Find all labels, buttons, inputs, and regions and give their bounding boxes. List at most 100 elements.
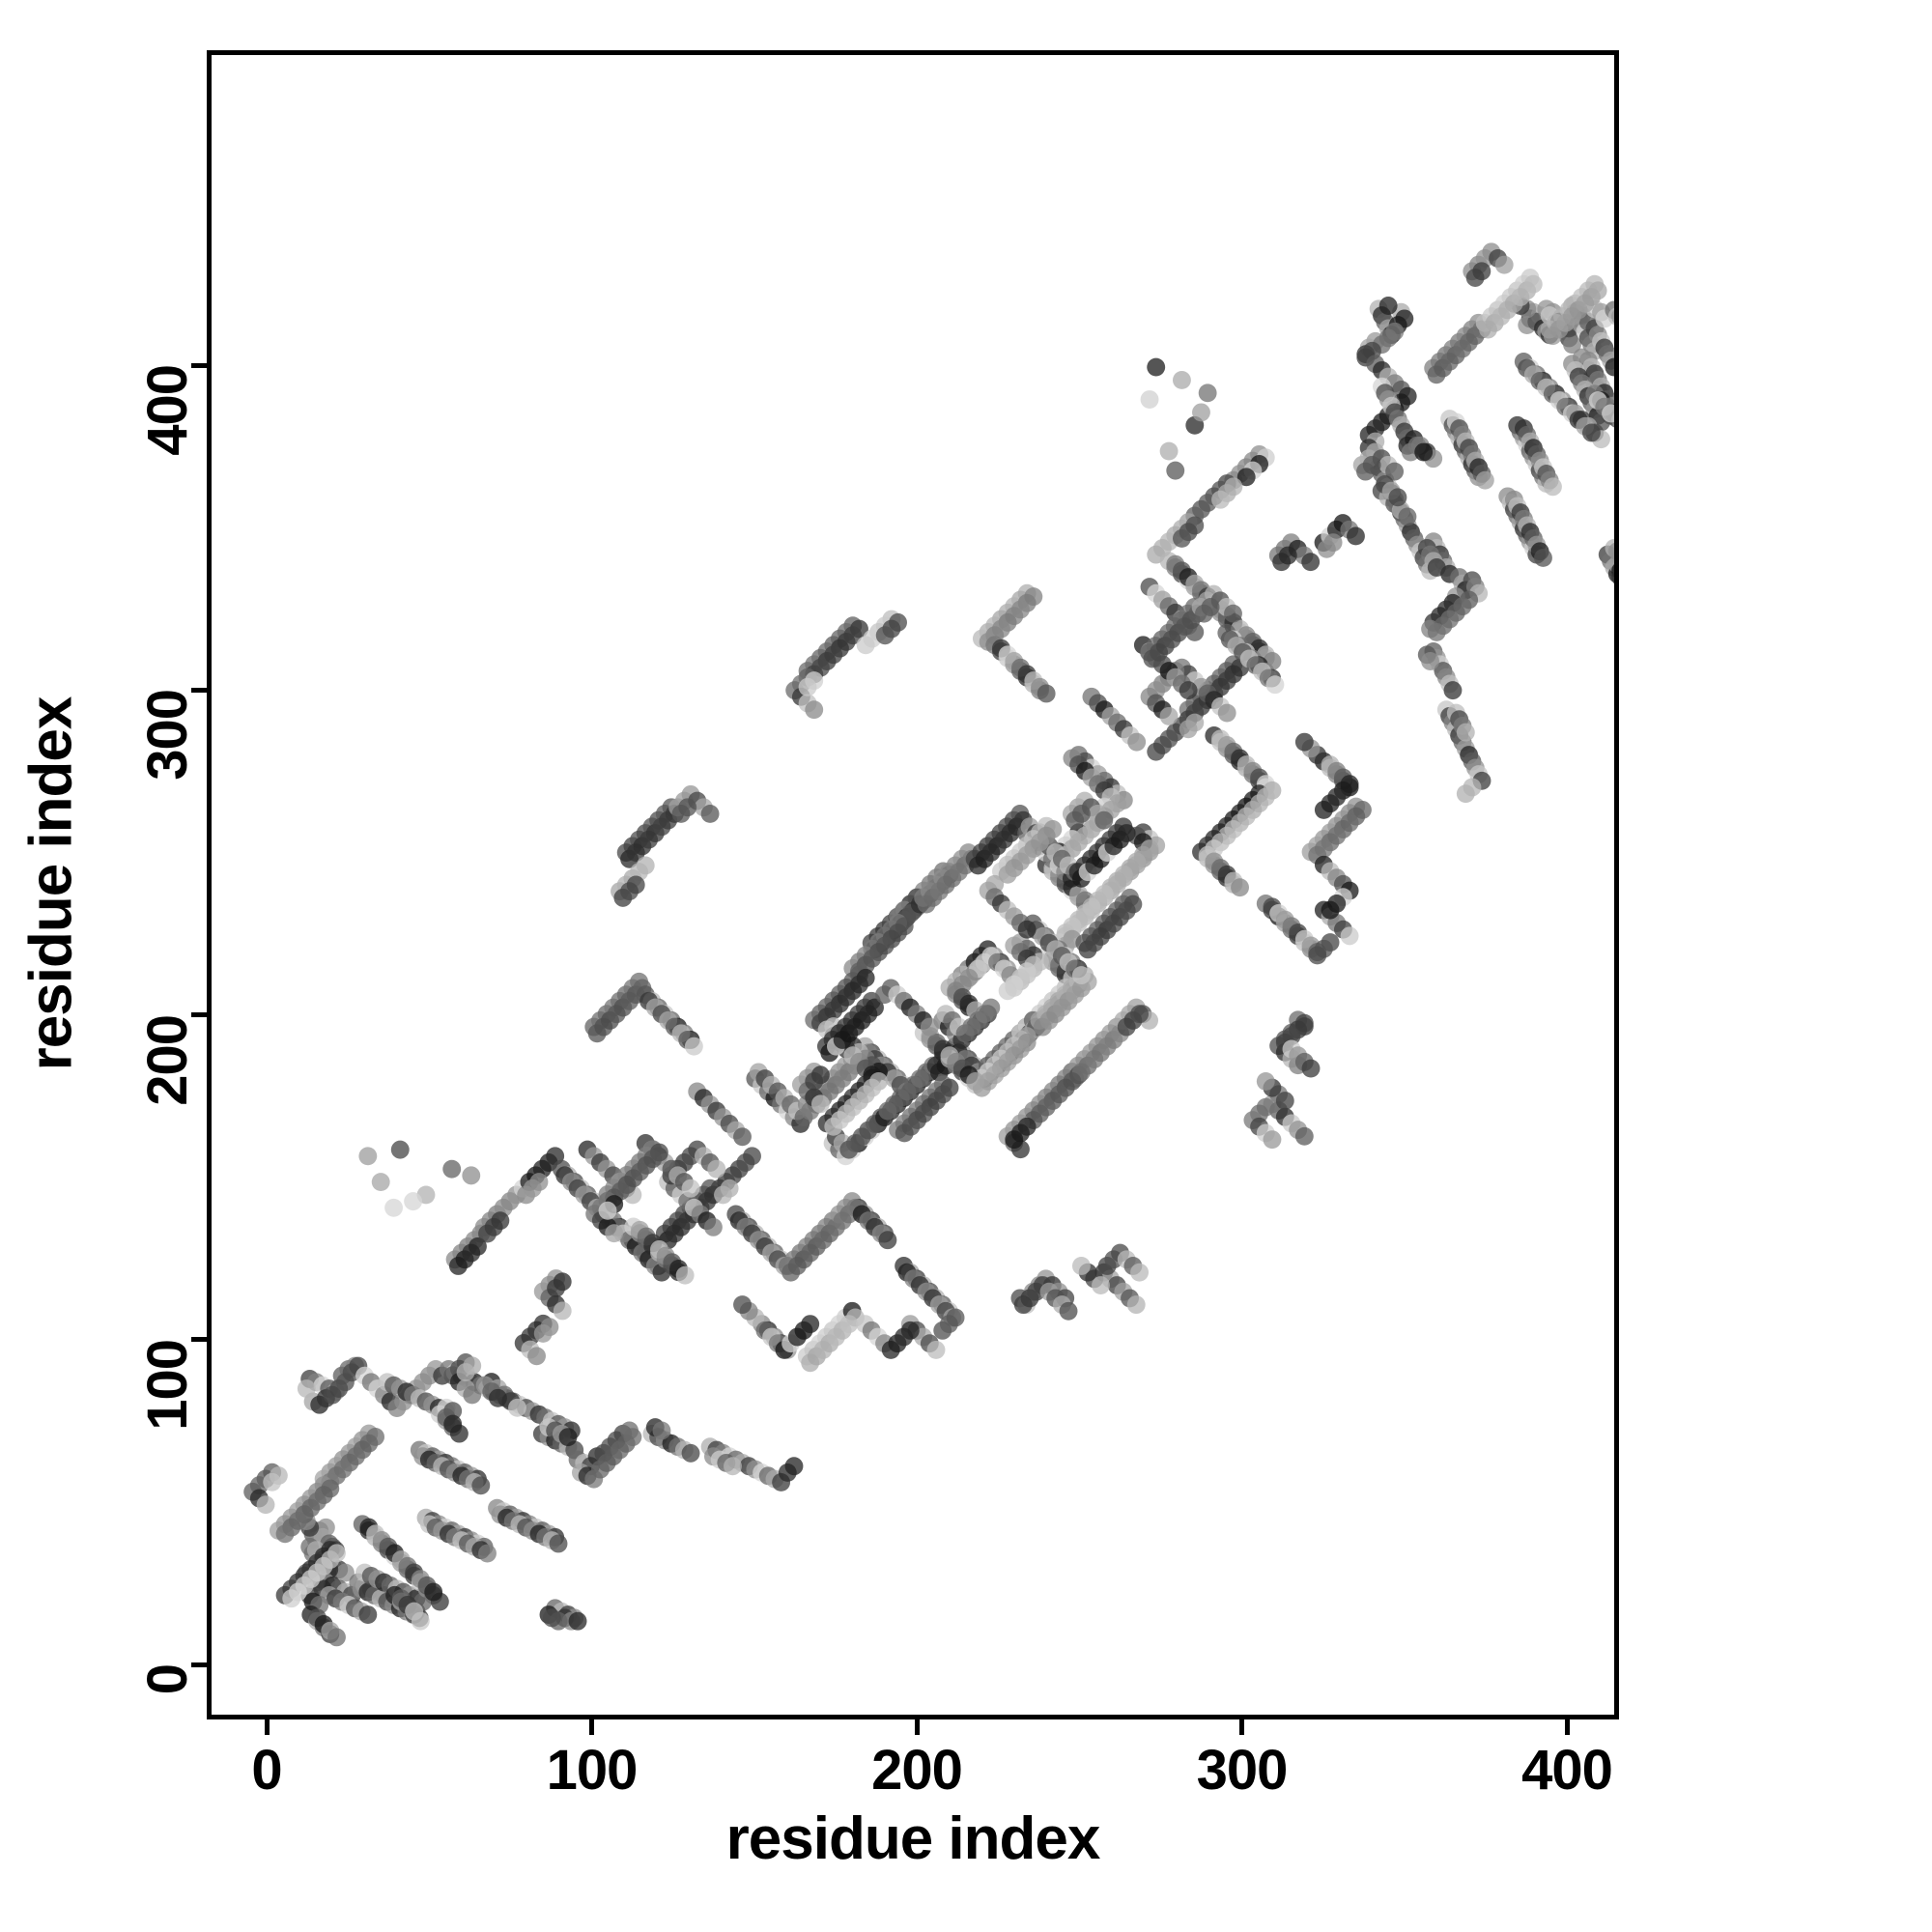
contact-point <box>1256 1071 1275 1091</box>
contact-point <box>1071 966 1091 985</box>
contact-point <box>798 677 817 696</box>
contact-point <box>1172 371 1191 389</box>
contact-point <box>489 1388 507 1407</box>
contact-point <box>675 1265 695 1285</box>
contact-point <box>471 1476 491 1495</box>
contact-point <box>463 1385 482 1405</box>
contact-point <box>681 1179 700 1198</box>
contact-point <box>491 1211 510 1231</box>
x-tick-mark <box>914 1719 920 1735</box>
contact-point <box>1607 307 1614 326</box>
x-tick-label: 100 <box>546 1739 639 1802</box>
contact-point <box>336 1563 355 1582</box>
contact-point <box>529 1173 549 1192</box>
contact-point <box>1414 442 1434 462</box>
contact-point <box>1588 281 1607 300</box>
contact-point <box>1092 1276 1110 1294</box>
contact-point <box>878 1231 897 1250</box>
contact-point <box>1494 255 1514 274</box>
y-tick-label: 400 <box>136 365 199 456</box>
contact-point <box>1201 598 1220 616</box>
contact-point <box>1427 558 1446 577</box>
contact-point <box>724 1457 742 1476</box>
contact-point <box>553 1301 572 1321</box>
contact-point <box>900 1321 920 1340</box>
contact-point <box>623 1428 642 1447</box>
contact-point <box>1294 732 1314 752</box>
contact-point <box>1472 262 1492 281</box>
contact-point <box>263 1472 282 1492</box>
contact-point <box>1017 920 1037 939</box>
contact-point <box>508 1398 526 1417</box>
y-tick-label: 0 <box>136 1664 199 1695</box>
contact-point <box>1347 526 1365 546</box>
contact-point <box>547 1279 566 1297</box>
x-tick-label: 300 <box>1196 1739 1289 1802</box>
contact-point <box>1159 441 1179 461</box>
contact-point <box>1301 1059 1321 1078</box>
contact-point <box>1427 622 1446 641</box>
contact-point <box>700 805 720 823</box>
contact-point <box>1198 384 1217 403</box>
contact-point <box>1263 1130 1282 1150</box>
contact-point <box>1037 684 1056 703</box>
y-tick-mark <box>191 1012 207 1017</box>
contact-point <box>275 1524 295 1544</box>
contact-point <box>824 1117 843 1136</box>
contact-point <box>424 1582 443 1602</box>
contact-point <box>1005 1130 1024 1150</box>
contact-point <box>1126 1295 1146 1315</box>
contact-point <box>1611 570 1614 584</box>
contact-point <box>1094 810 1114 830</box>
contact-point <box>720 1179 739 1198</box>
contact-point <box>1236 468 1256 487</box>
contact-point <box>605 1224 624 1243</box>
y-tick-mark <box>191 687 207 693</box>
contact-point <box>256 1495 275 1515</box>
contact-point <box>456 1363 475 1381</box>
contact-point <box>1475 470 1494 490</box>
contact-point <box>805 700 824 720</box>
contact-point <box>1443 681 1463 700</box>
contact-point <box>681 1443 700 1463</box>
contact-point <box>1534 549 1552 567</box>
contact-point <box>1544 477 1562 497</box>
y-tick-mark <box>191 1662 207 1667</box>
contact-point <box>801 1315 820 1334</box>
contact-point <box>1117 824 1136 842</box>
contact-point <box>981 998 1001 1017</box>
contact-point <box>1059 1301 1078 1321</box>
contact-point <box>1265 675 1285 695</box>
y-tick-mark <box>191 362 207 368</box>
contact-point <box>1378 297 1398 315</box>
contact-point <box>1231 878 1249 897</box>
contact-point <box>1275 1092 1294 1110</box>
contact-point <box>462 1166 481 1185</box>
y-tick-mark <box>191 1337 207 1343</box>
contact-point <box>390 1140 410 1159</box>
contact-point <box>1388 488 1407 507</box>
contact-point <box>404 1192 423 1211</box>
contact-point <box>384 1198 404 1217</box>
contact-point <box>966 1071 985 1091</box>
contact-point <box>443 1414 463 1434</box>
x-tick-label: 400 <box>1521 1739 1613 1802</box>
y-axis-title-wrap: residue index <box>17 0 85 1768</box>
contact-point <box>1456 784 1475 804</box>
contact-point <box>533 1323 553 1343</box>
contact-point <box>1071 1257 1091 1275</box>
contact-point <box>998 865 1017 884</box>
contact-point <box>1192 403 1210 422</box>
contact-point <box>282 1589 301 1608</box>
contact-point <box>1605 357 1614 377</box>
contact-point <box>1602 404 1614 423</box>
contact-point <box>1398 507 1417 526</box>
contact-point <box>358 1147 378 1166</box>
contact-point <box>1385 462 1405 481</box>
x-axis-title: residue index <box>725 1805 1101 1872</box>
x-tick-mark <box>1239 1719 1244 1735</box>
contact-point <box>1421 652 1440 670</box>
contact-point <box>810 1094 830 1114</box>
contact-point <box>856 636 875 655</box>
contact-point <box>1123 895 1143 914</box>
